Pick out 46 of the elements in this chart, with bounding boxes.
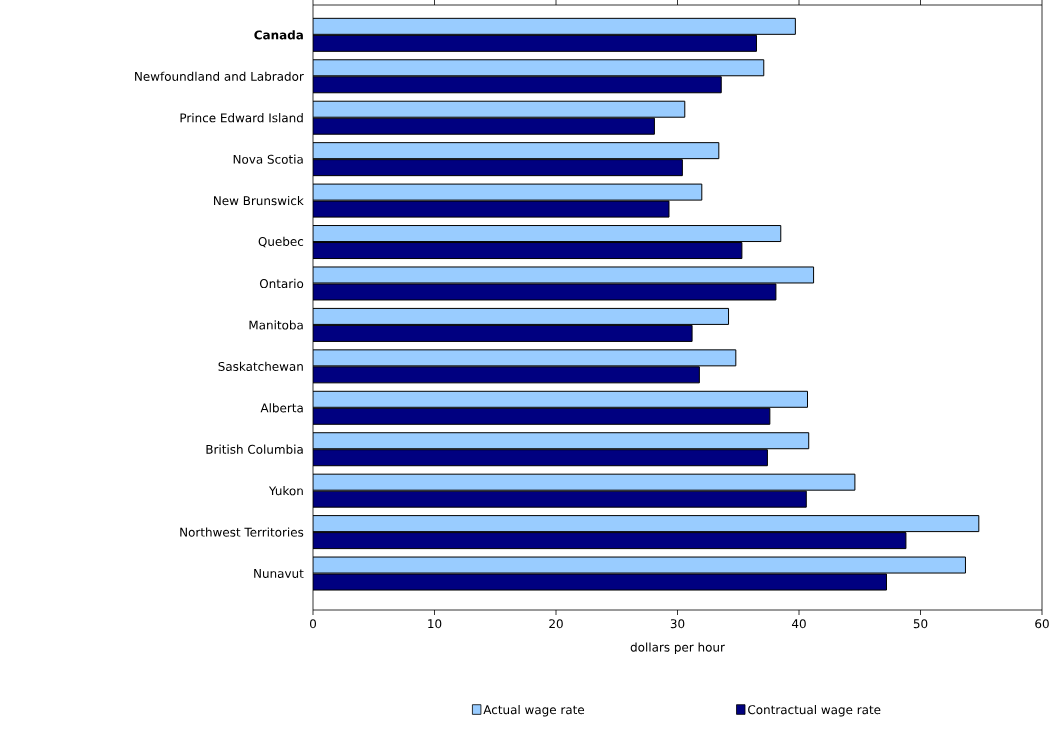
x-axis-title: dollars per hour bbox=[630, 642, 725, 654]
bar bbox=[313, 449, 768, 467]
bar bbox=[313, 366, 700, 384]
y-tick-label: Manitoba bbox=[249, 320, 303, 330]
y-tick-label: Nova Scotia bbox=[233, 154, 303, 164]
bar bbox=[313, 34, 757, 52]
bar bbox=[313, 324, 693, 342]
y-tick-label: British Columbia bbox=[206, 444, 303, 454]
x-tick-label: 60 bbox=[1035, 619, 1049, 629]
x-tick-label: 10 bbox=[428, 619, 442, 629]
bar bbox=[313, 17, 796, 35]
bar bbox=[313, 532, 907, 550]
bar bbox=[313, 100, 686, 118]
bar bbox=[313, 59, 765, 77]
bar bbox=[313, 225, 782, 243]
x-tick-label: 40 bbox=[791, 619, 806, 629]
y-tick-label: New Brunswick bbox=[214, 195, 304, 206]
bar bbox=[313, 142, 720, 160]
bar bbox=[313, 390, 809, 408]
x-tick-label: 0 bbox=[309, 619, 317, 629]
y-tick-label: Quebec bbox=[258, 236, 304, 248]
y-tick-label: Prince Edward Island bbox=[180, 113, 303, 123]
y-tick-label: Alberta bbox=[260, 403, 303, 413]
y-tick-label: Northwest Territories bbox=[180, 527, 304, 537]
y-tick-label: Saskatchewan bbox=[218, 361, 303, 371]
y-tick-label: Canada bbox=[254, 30, 303, 40]
legend-label: Actual wage rate bbox=[483, 704, 585, 717]
y-tick-label: Yukon bbox=[268, 486, 303, 496]
bar bbox=[313, 242, 743, 260]
legend-label: Contractual wage rate bbox=[748, 704, 881, 717]
bar bbox=[313, 349, 737, 367]
bar bbox=[313, 490, 807, 508]
bar bbox=[313, 432, 810, 450]
bar bbox=[313, 473, 856, 491]
y-tick-label: Newfoundland and Labrador bbox=[135, 71, 304, 81]
x-tick-label: 20 bbox=[549, 619, 563, 629]
x-tick-label: 50 bbox=[913, 619, 928, 629]
y-tick-label: Nunavut bbox=[254, 569, 304, 578]
bar bbox=[313, 159, 683, 177]
bar bbox=[313, 76, 722, 94]
bar bbox=[313, 117, 655, 135]
bar bbox=[313, 407, 771, 425]
x-tick-label: 30 bbox=[670, 619, 685, 629]
bar bbox=[313, 515, 980, 533]
bar bbox=[313, 307, 730, 325]
y-tick-label: Ontario bbox=[259, 278, 304, 289]
